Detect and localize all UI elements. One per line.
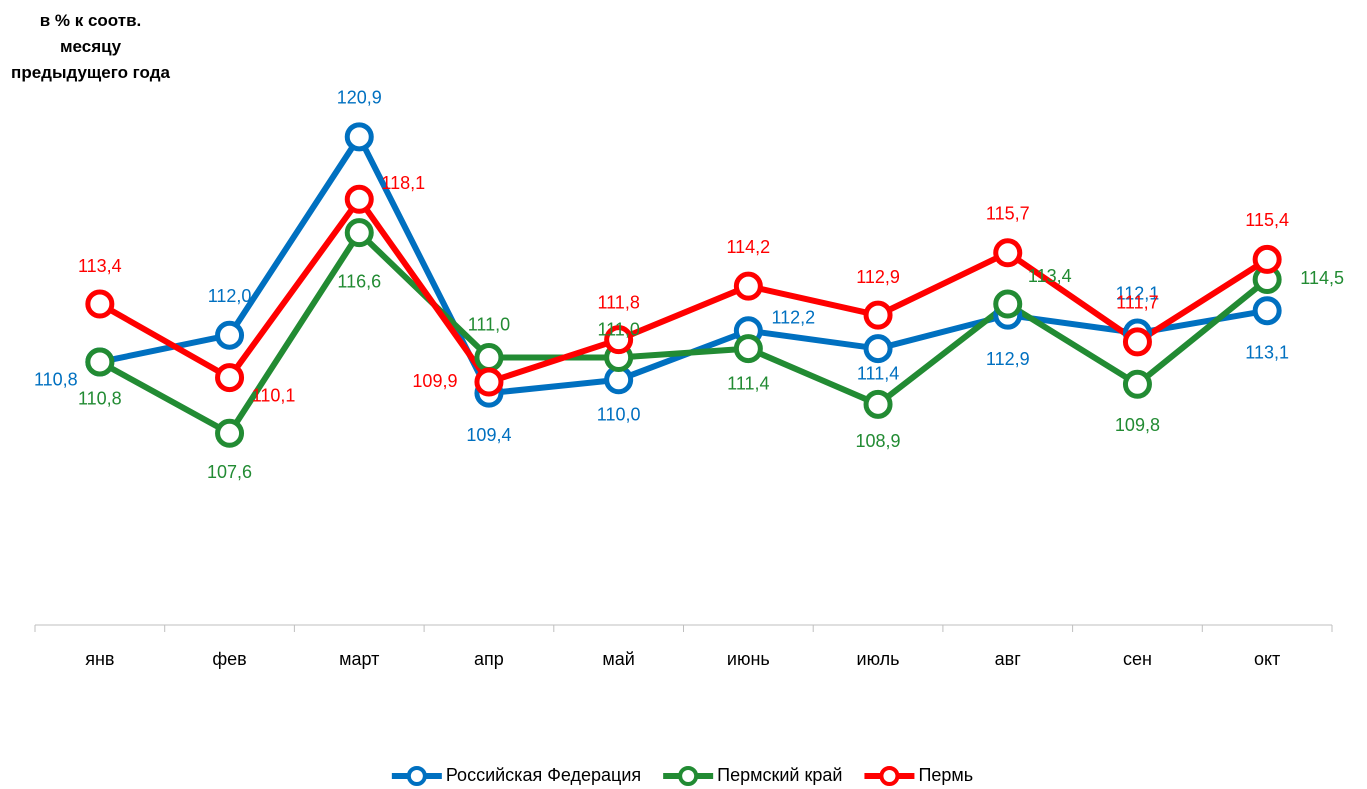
marker — [993, 289, 1023, 319]
data-label: 109,8 — [1115, 415, 1160, 435]
data-label: 111,4 — [727, 373, 769, 393]
data-label: 112,0 — [208, 286, 252, 306]
marker — [1252, 244, 1282, 274]
data-label: 111,8 — [597, 292, 639, 312]
data-label: 116,6 — [337, 271, 381, 291]
data-label: 112,9 — [856, 267, 900, 287]
marker — [215, 363, 245, 393]
data-label: 111,0 — [597, 319, 639, 339]
x-tick-label: фев — [212, 649, 246, 669]
x-tick-label: авг — [995, 649, 1022, 669]
data-label: 118,1 — [381, 173, 425, 193]
marker — [1122, 369, 1152, 399]
chart-title: в % к соотв. месяцу предыдущего года — [11, 11, 170, 82]
legend-marker — [406, 766, 427, 786]
marker — [474, 367, 504, 397]
marker — [474, 343, 504, 372]
x-tick-label: июль — [857, 649, 900, 669]
data-label: 112,2 — [771, 308, 815, 328]
marker — [85, 347, 115, 377]
data-label: 115,7 — [986, 203, 1030, 223]
data-label: 109,4 — [466, 425, 511, 445]
series-line — [98, 196, 1269, 386]
data-label: 114,2 — [726, 237, 770, 257]
data-label: 112,9 — [986, 349, 1030, 369]
marker — [733, 334, 763, 364]
marker — [344, 218, 374, 248]
marker — [604, 325, 634, 355]
series-line — [98, 229, 1270, 437]
x-tick-label: окт — [1254, 649, 1280, 669]
data-label: 113,4 — [1028, 266, 1072, 286]
marker — [863, 389, 893, 419]
marker — [1122, 327, 1152, 357]
data-label: 110,8 — [78, 389, 122, 409]
marker — [215, 418, 245, 448]
data-label: 110,0 — [597, 405, 641, 425]
legend-label: Российская Федерация — [446, 765, 641, 785]
legend-label: Пермский край — [717, 765, 842, 785]
legend-marker — [678, 766, 699, 786]
x-tick-label: сен — [1123, 649, 1152, 669]
data-label: 113,4 — [78, 256, 122, 276]
marker — [85, 289, 115, 319]
data-label: 113,1 — [1245, 342, 1289, 362]
x-tick-label: март — [339, 649, 379, 669]
data-label: 112,1 — [1116, 284, 1160, 304]
data-label: 114,5 — [1300, 268, 1344, 288]
x-tick-label: июнь — [727, 649, 770, 669]
marker — [733, 271, 763, 301]
marker — [993, 238, 1023, 268]
data-label: 107,6 — [207, 462, 252, 482]
marker — [863, 334, 893, 364]
legend-label: Пермь — [918, 765, 973, 785]
data-label: 110,8 — [34, 370, 78, 390]
legend-marker — [879, 766, 900, 786]
x-tick-label: май — [602, 649, 634, 669]
marker — [1252, 296, 1282, 326]
x-tick-label: янв — [85, 649, 114, 669]
data-label: 111,4 — [857, 363, 899, 383]
marker — [344, 122, 374, 152]
marker — [215, 320, 245, 350]
data-label: 111,7 — [1116, 293, 1158, 313]
data-label: 109,9 — [412, 371, 457, 391]
data-label: 115,4 — [1245, 210, 1289, 230]
x-tick-label: апр — [474, 649, 504, 669]
data-label: 110,1 — [252, 385, 296, 405]
data-label: 108,9 — [856, 431, 901, 451]
data-label: 120,9 — [337, 88, 382, 108]
marker — [344, 184, 374, 214]
marker — [863, 300, 893, 330]
data-label: 111,0 — [468, 314, 510, 334]
